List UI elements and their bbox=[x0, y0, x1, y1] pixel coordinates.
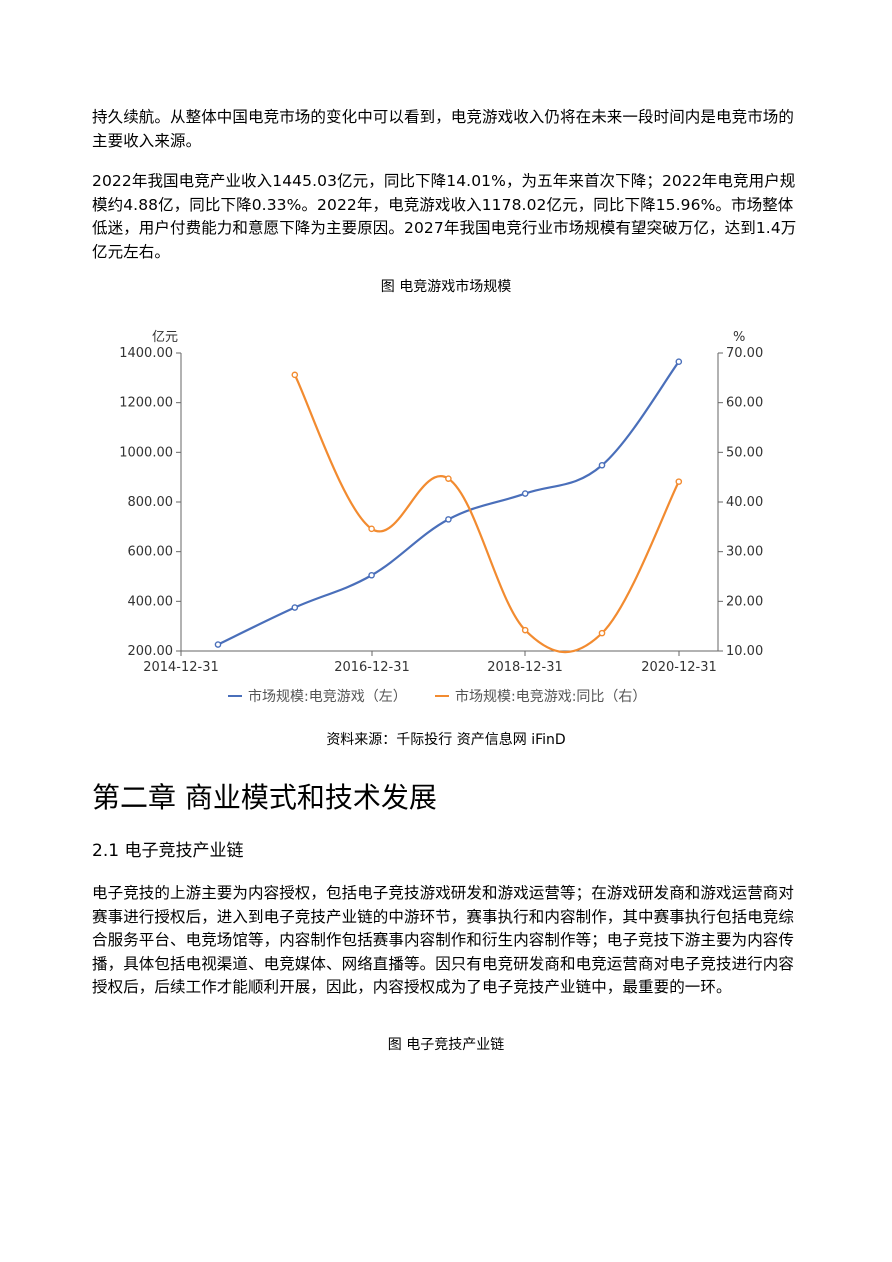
data-point-1 bbox=[445, 516, 452, 523]
left-tick-label: 1200.00 bbox=[119, 396, 173, 411]
paragraph-industry-chain: 电子竞技的上游主要为内容授权，包括电子竞技游戏研发和游戏运营等；在游戏研发商和游… bbox=[92, 884, 795, 996]
right-tick-label: 10.00 bbox=[726, 644, 763, 659]
x-tick-label: 2016-12-31 bbox=[334, 660, 410, 675]
chapter-title: 第二章 商业模式和技术发展 bbox=[92, 781, 437, 814]
left-tick-label: 200.00 bbox=[128, 644, 174, 659]
left-tick-label: 800.00 bbox=[128, 495, 174, 510]
market-size-chart: 200.00 400.00 600.00 800.00 1000.00 1200.00 14… bbox=[119, 330, 763, 705]
right-tick-label: 40.00 bbox=[726, 495, 763, 510]
data-point-1 bbox=[598, 461, 606, 469]
data-point-1 bbox=[521, 490, 529, 497]
figure-caption: 图 电子竞技产业链 bbox=[387, 1037, 505, 1053]
right-axis-unit: % bbox=[733, 330, 745, 345]
paragraph-intro: 持久续航。从整体中国电竞市场的变化中可以看到，电竞游戏收入仍将在未来一段时间内是… bbox=[92, 108, 795, 150]
right-tick-label: 20.00 bbox=[726, 594, 763, 609]
x-tick-label: 2018-12-31 bbox=[487, 660, 563, 675]
figure-caption: 图 电竞游戏市场规模 bbox=[380, 279, 512, 295]
data-point-1 bbox=[214, 641, 222, 648]
data-point-2 bbox=[368, 525, 375, 533]
series-line-2 bbox=[293, 374, 680, 654]
data-point-2 bbox=[598, 629, 606, 637]
data-point-2 bbox=[675, 478, 683, 485]
right-tick-label: 50.00 bbox=[726, 445, 763, 460]
data-point-2 bbox=[291, 371, 299, 379]
left-tick-label: 1000.00 bbox=[119, 445, 173, 460]
legend-label: 市场规模:电竞游戏（左） bbox=[248, 688, 407, 705]
series-line-1 bbox=[217, 361, 680, 646]
left-tick-label: 600.00 bbox=[128, 545, 174, 560]
data-point-2 bbox=[521, 626, 529, 634]
data-point-1 bbox=[675, 358, 683, 365]
data-point-2 bbox=[445, 475, 452, 482]
right-tick-label: 60.00 bbox=[726, 396, 763, 411]
figure-source: 资料来源：千际投行 资产信息网 iFinD bbox=[326, 732, 566, 748]
x-tick-label: 2020-12-31 bbox=[641, 660, 717, 675]
left-tick-label: 1400.00 bbox=[119, 346, 173, 361]
left-axis-unit: 亿元 bbox=[152, 330, 178, 345]
x-tick-label: 2014-12-31 bbox=[143, 660, 219, 675]
right-tick-label: 30.00 bbox=[726, 545, 763, 560]
paragraph-market-stats: 2022年我国电竞产业收入1445.03亿元，同比下降14.01%，为五年来首次… bbox=[92, 172, 797, 261]
section-title: 2.1 电子竞技产业链 bbox=[92, 841, 244, 861]
data-point-1 bbox=[368, 571, 375, 579]
legend-label: 市场规模:电竞游戏:同比（右） bbox=[455, 688, 646, 705]
data-point-1 bbox=[291, 604, 299, 611]
left-tick-label: 400.00 bbox=[128, 594, 174, 609]
right-tick-label: 70.00 bbox=[726, 346, 763, 361]
